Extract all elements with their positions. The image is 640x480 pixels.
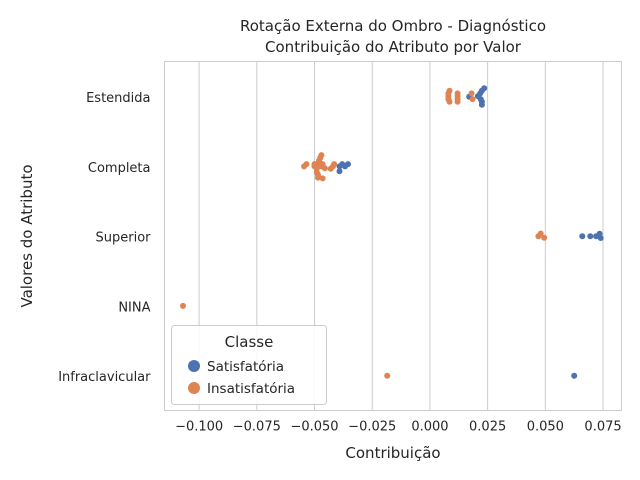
- x-tick-label: −0.050: [290, 420, 338, 435]
- y-tick-label: Superior: [96, 231, 152, 246]
- data-point: [579, 233, 586, 240]
- data-point: [319, 175, 326, 182]
- x-gridlines: [198, 61, 604, 411]
- y-axis-label: Valores do Atributo: [18, 164, 36, 307]
- legend-marker-insatisfatoria: [188, 382, 200, 394]
- x-tick-label: 0.025: [469, 420, 506, 435]
- y-tick-label: Completa: [88, 161, 151, 176]
- x-tick-label: −0.100: [175, 420, 223, 435]
- data-point: [593, 233, 600, 240]
- y-tick-labels: Estendida Completa Superior NINA Infraclavic…: [58, 91, 151, 385]
- legend-label-insatisfatoria: Insatisfatória: [207, 381, 295, 397]
- chart-title-line-2: Contribuição do Atributo por Valor: [265, 38, 522, 56]
- y-tick-label: NINA: [118, 300, 150, 315]
- data-point: [446, 98, 453, 105]
- data-point: [301, 163, 308, 170]
- data-point: [535, 233, 542, 240]
- x-axis-label: Contribuição: [345, 444, 440, 462]
- y-tick-label: Estendida: [86, 91, 150, 106]
- data-point: [321, 165, 328, 172]
- x-tick-label: −0.075: [233, 420, 281, 435]
- plot-area-frame: [164, 61, 622, 411]
- data-point: [384, 372, 391, 379]
- chart-title-line-1: Rotação Externa do Ombro - Diagnóstico: [240, 17, 546, 35]
- data-point: [327, 165, 334, 172]
- data-point: [180, 302, 186, 309]
- legend-label-satisfatoria: Satisfatória: [207, 359, 284, 375]
- legend-title: Classe: [225, 333, 274, 351]
- data-point: [478, 101, 485, 108]
- data-point: [454, 98, 461, 105]
- x-tick-label: 0.075: [584, 420, 621, 435]
- data-point: [469, 96, 476, 103]
- data-point: [597, 235, 604, 241]
- x-tick-labels: −0.100 −0.075 −0.050 −0.025 0.000 0.025 0.050 0…: [175, 420, 622, 435]
- y-tick-label: Infraclavicular: [58, 370, 151, 385]
- x-tick-label: 0.050: [527, 420, 564, 435]
- data-point: [336, 168, 343, 175]
- data-point: [315, 174, 321, 181]
- data-point: [571, 372, 578, 379]
- data-point: [342, 163, 348, 170]
- legend-box: [171, 325, 327, 405]
- data-point: [587, 233, 594, 240]
- x-tick-label: 0.000: [411, 420, 448, 435]
- data-points: [180, 85, 604, 379]
- data-point: [541, 234, 548, 241]
- legend-marker-satisfatoria: [188, 360, 200, 372]
- data-point: [468, 90, 475, 97]
- x-tick-label: −0.025: [348, 420, 396, 435]
- legend: Classe Satisfatória Insatisfatória: [171, 325, 327, 405]
- data-point: [336, 163, 343, 170]
